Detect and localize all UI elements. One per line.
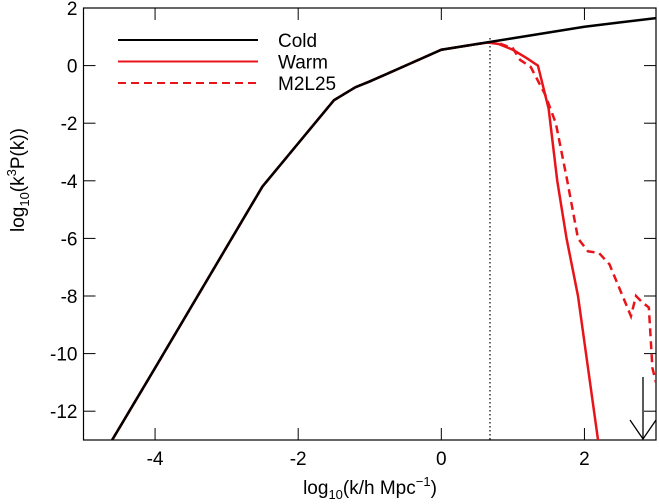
plot-frame	[82, 7, 657, 441]
y-tick-label: -2	[61, 114, 78, 135]
y-tick-label: -12	[50, 402, 77, 423]
legend-label: M2L25	[278, 74, 336, 95]
x-axis-label: log10(k/h Mpc−1)	[303, 474, 437, 499]
y-tick-label: -4	[61, 172, 78, 193]
legend-label: Warm	[278, 53, 328, 74]
y-tick-label: -8	[61, 287, 78, 308]
series-line	[111, 16, 656, 440]
series-line	[111, 41, 600, 440]
y-tick-label: 0	[67, 57, 78, 78]
y-tick-label: 2	[67, 0, 78, 20]
y-tick-label: -6	[61, 229, 78, 250]
x-tick-label: 0	[436, 449, 447, 470]
y-tick-label: -10	[50, 345, 77, 366]
x-tick-label: 2	[579, 449, 590, 470]
x-tick-label: -2	[290, 449, 307, 470]
legend-label: Cold	[278, 31, 317, 52]
series-line	[111, 41, 656, 440]
y-axis-label: log10(k3P(k))	[4, 128, 32, 232]
x-tick-label: -4	[147, 449, 164, 470]
arrow-head	[629, 419, 657, 441]
